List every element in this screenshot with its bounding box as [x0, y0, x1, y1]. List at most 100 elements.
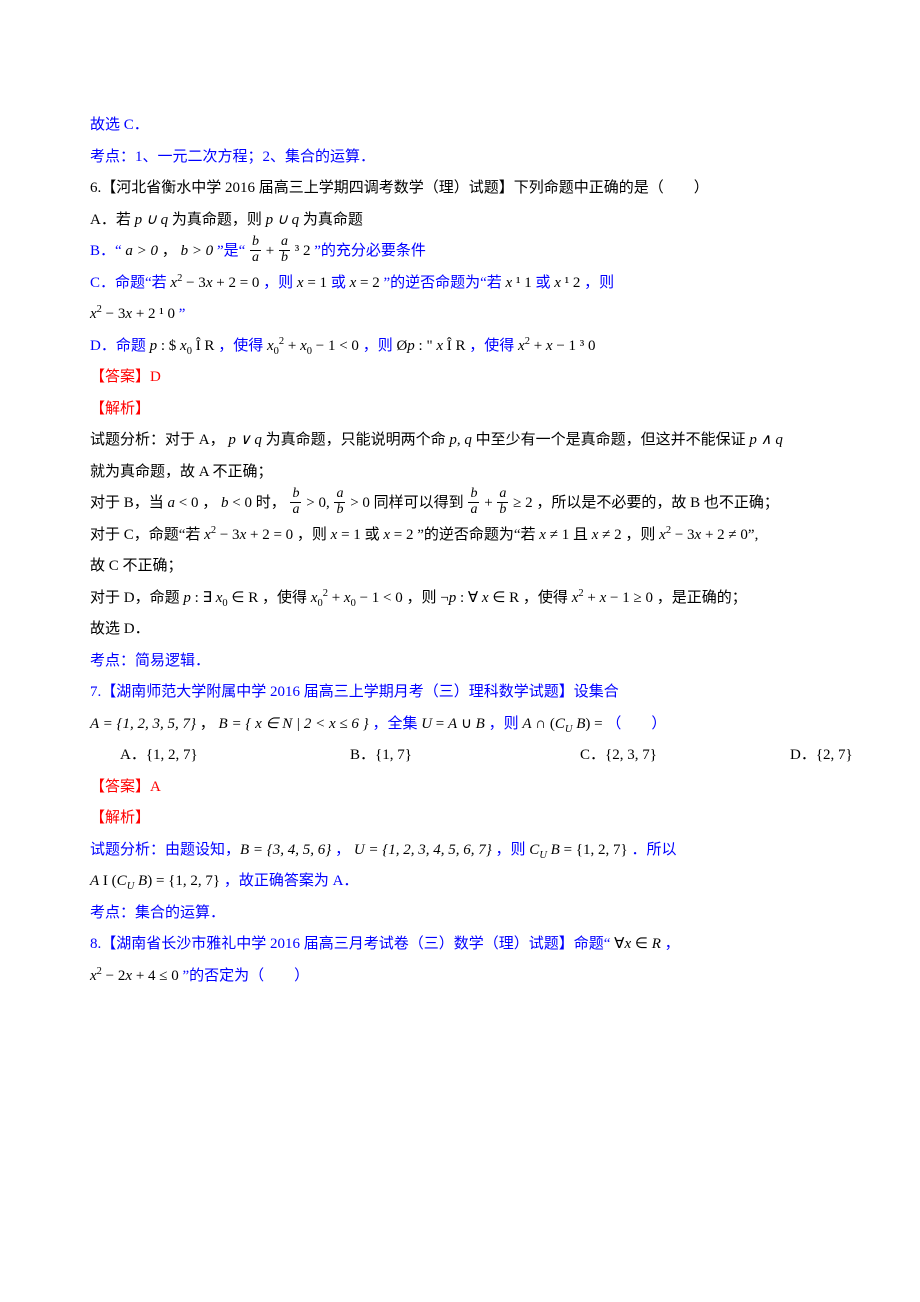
den: b — [279, 251, 290, 266]
t: 为真命题 — [299, 212, 363, 228]
t: （ ） — [606, 716, 666, 732]
q6-stem: 6.【河北省衡水中学 2016 届高三上学期四调考数学（理）试题】下列命题中正确… — [90, 173, 830, 205]
q6-opt-d: D．命题 p : $ x0 Î R ，使得 x02 + x0 − 1 < 0 ，… — [90, 331, 830, 363]
t: ， — [198, 495, 221, 511]
q7-analysis-1: 试题分析：由题设知，B = {3, 4, 5, 6} ， U = {1, 2, … — [90, 835, 830, 867]
t: ， — [331, 842, 354, 858]
t: 且 — [569, 527, 592, 543]
t: 时， — [252, 495, 290, 511]
val: {2, 3, 7} — [605, 747, 657, 763]
expr: x2 + x − 1 ≥ 0 — [572, 590, 653, 606]
q6-analysis-d: 对于 D，命题 p : ∃ x0 ∈ R ，使得 x02 + x0 − 1 < … — [90, 583, 830, 615]
expr: a < 0 — [168, 495, 199, 511]
q6-analysis-label: 【解析】 — [90, 394, 830, 426]
expr: x2 − 3x + 2 ¹ 0 — [90, 306, 179, 322]
expr: A I (CU B) = {1, 2, 7} — [90, 873, 220, 889]
t: ， — [661, 936, 680, 952]
expr: x ¹ 2 — [554, 275, 580, 291]
expr: p : ∃ x0 ∈ R — [183, 590, 258, 606]
q7-opt-c: C．{2, 3, 7} — [580, 740, 790, 772]
q7-stem: 7.【湖南师范大学附属中学 2016 届高三上学期月考（三）理科数学试题】设集合 — [90, 677, 830, 709]
expr: p, q — [449, 432, 472, 448]
num: b — [468, 487, 479, 503]
expr: x ≠ 1 — [539, 527, 569, 543]
expr: B = {3, 4, 5, 6} — [240, 842, 331, 858]
q6-analysis-b: 对于 B，当 a < 0 ， b < 0 时， ba > 0, ab > 0 同… — [90, 488, 830, 520]
expr: x = 1 — [331, 527, 361, 543]
expr: p ∧ q — [749, 432, 782, 448]
frac: ab — [497, 487, 508, 517]
q7-options: A．{1, 2, 7} B．{1, 7} C．{2, 3, 7} D．{2, 7… — [90, 740, 830, 772]
num: b — [290, 487, 301, 503]
t: C．命题“若 — [90, 275, 170, 291]
expr: ¬p : ∀ x ∈ R — [440, 590, 519, 606]
t: 或 — [532, 275, 555, 291]
label: C． — [580, 747, 605, 763]
t: ，所以是不必要的，故 B 也不正确； — [533, 495, 779, 511]
expr: x2 − 2x + 4 ≤ 0 — [90, 968, 179, 984]
expr: p ∪ q — [266, 212, 299, 228]
label: B． — [350, 747, 375, 763]
expr: A ∩ (CU B) = — [522, 716, 606, 732]
expr: x2 − 3x + 2 = 0 — [170, 275, 259, 291]
t: ”的逆否命题为“若 — [380, 275, 506, 291]
t: 为真命题，则 — [168, 212, 266, 228]
expr: p ∪ q — [135, 212, 168, 228]
t: 试题分析：由题设知， — [90, 842, 240, 858]
num: b — [250, 235, 261, 251]
t: ，则 — [359, 338, 397, 354]
t: ，则 — [622, 527, 660, 543]
q7-opt-d: D．{2, 7} — [790, 740, 853, 772]
t: ，使得 — [214, 338, 267, 354]
t: 8.【湖南省长沙市雅礼中学 2016 届高三月考试卷（三）数学（理）试题】命题“ — [90, 936, 614, 952]
t: ”的充分必要条件 — [310, 243, 425, 259]
expr: x = 2 — [383, 527, 413, 543]
t: ，全集 — [369, 716, 422, 732]
expr: x = 2 — [350, 275, 380, 291]
t: ，则 — [580, 275, 614, 291]
t: ，则 — [492, 842, 530, 858]
q7-topic: 考点：集合的运算． — [90, 898, 830, 930]
t: ” — [179, 306, 186, 322]
den: a — [290, 503, 301, 518]
q6-opt-c-line2: x2 − 3x + 2 ¹ 0 ” — [90, 299, 830, 331]
t: 对于 C，命题“若 — [90, 527, 204, 543]
exam-page: 故选 C． 考点：1、一元二次方程；2、集合的运算． 6.【河北省衡水中学 20… — [0, 0, 920, 1052]
t: > 0, — [302, 495, 333, 511]
q8-stem-2: x2 − 2x + 4 ≤ 0 ”的否定为（ ） — [90, 961, 830, 993]
expr: x2 − 3x + 2 ≠ 0 — [659, 527, 748, 543]
num: a — [497, 487, 508, 503]
t: ”是“ — [213, 243, 249, 259]
t: ， — [158, 243, 181, 259]
q7-answer: 【答案】A — [90, 772, 830, 804]
q7-analysis-label: 【解析】 — [90, 803, 830, 835]
val: {2, 7} — [816, 747, 853, 763]
t: ，则 — [485, 716, 523, 732]
frac: ba — [250, 235, 261, 265]
expr: B = { x ∈ N | 2 < x ≤ 6 } — [219, 716, 369, 732]
t: ≥ 2 — [509, 495, 532, 511]
t: 中至少有一个是真命题，但这并不能保证 — [472, 432, 750, 448]
den: b — [497, 503, 508, 518]
expr: b < 0 — [221, 495, 252, 511]
expr: a > 0 — [125, 243, 158, 259]
t: 试题分析：对于 A， — [90, 432, 228, 448]
q6-analysis-a2: 就为真命题，故 A 不正确； — [90, 457, 830, 489]
q7-opt-b: B．{1, 7} — [350, 740, 580, 772]
den: a — [468, 503, 479, 518]
q7-analysis-2: A I (CU B) = {1, 2, 7} ，故正确答案为 A． — [90, 866, 830, 898]
expr: p : $ x0 Î R — [150, 338, 215, 354]
t: ，则 — [403, 590, 441, 606]
t: 同样可以得到 — [370, 495, 468, 511]
expr: ∀x ∈ R — [614, 936, 661, 952]
q6-opt-b: B．“ a > 0 ， b > 0 ”是“ ba + ab ³ 2 ”的充分必要… — [90, 236, 830, 268]
t: ，使得 — [519, 590, 572, 606]
t: 对于 D，命题 — [90, 590, 183, 606]
t: ，使得 — [258, 590, 311, 606]
q6-analysis-a: 试题分析：对于 A， p ∨ q 为真命题，只能说明两个命 p, q 中至少有一… — [90, 425, 830, 457]
expr: Øp : " x Î R — [396, 338, 465, 354]
t: ，故正确答案为 A． — [220, 873, 358, 889]
expr: x02 + x0 − 1 < 0 — [267, 338, 359, 354]
t: + — [480, 495, 496, 511]
frac: ab — [279, 235, 290, 265]
